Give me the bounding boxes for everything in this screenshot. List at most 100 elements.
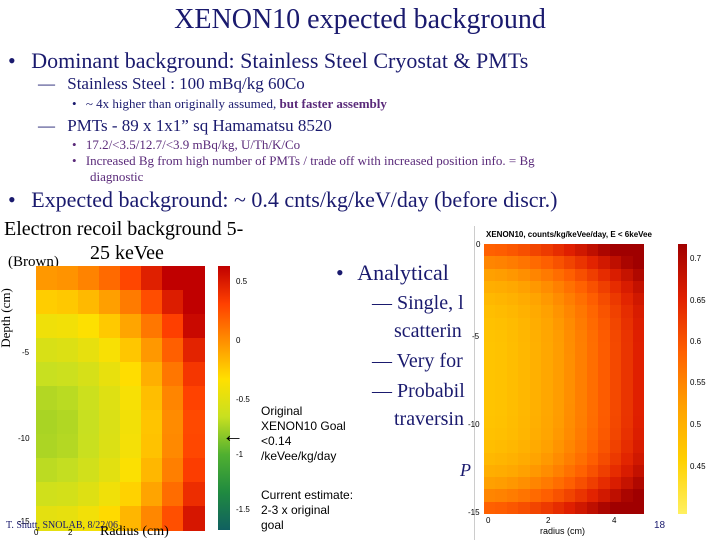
heatmap-cell bbox=[541, 403, 554, 417]
heatmap-cell bbox=[529, 366, 542, 380]
right-bullet-text: Analytical bbox=[357, 260, 449, 285]
bullet-dot: • bbox=[336, 260, 344, 285]
heatmap-cell bbox=[183, 434, 205, 459]
heatmap-cell bbox=[518, 317, 531, 331]
right-colorbar bbox=[678, 244, 687, 514]
page-number: 18 bbox=[654, 520, 666, 531]
right-sub-3-text: Probabil bbox=[397, 380, 465, 402]
right-sub-1: — Single, l bbox=[372, 292, 464, 315]
heatmap-cell bbox=[484, 293, 496, 306]
heatmap-cell bbox=[120, 362, 142, 387]
heatmap-cell bbox=[36, 314, 58, 339]
heatmap-cell bbox=[57, 434, 79, 459]
heatmap-cell bbox=[552, 293, 565, 306]
heatmap-cell bbox=[564, 244, 576, 257]
heatmap-cell bbox=[621, 244, 634, 257]
heatmap-cell bbox=[183, 290, 205, 315]
heatmap-cell bbox=[586, 501, 599, 515]
heatmap-cell bbox=[36, 338, 58, 363]
heatmap-cell bbox=[78, 434, 100, 459]
right-xtick: 2 bbox=[546, 516, 551, 525]
heatmap-cell bbox=[57, 362, 79, 387]
heatmap-cell bbox=[609, 403, 622, 417]
heatmap-cell bbox=[506, 391, 519, 405]
heatmap-cell bbox=[495, 244, 508, 257]
heatmap-cell bbox=[57, 386, 79, 411]
heatmap-cell bbox=[621, 428, 634, 441]
heatmap-cell bbox=[484, 501, 496, 515]
heatmap-cell bbox=[609, 244, 622, 257]
heatmap-cell bbox=[529, 244, 542, 257]
goal-line: Original bbox=[261, 404, 303, 418]
heatmap-cell bbox=[575, 415, 588, 429]
heatmap-cell bbox=[506, 366, 519, 380]
right-cbar-tick: 0.5 bbox=[690, 420, 702, 429]
heatmap-cell bbox=[598, 244, 611, 257]
left-ytick: -5 bbox=[22, 348, 30, 357]
heatmap-cell bbox=[609, 268, 622, 282]
heatmap-cell bbox=[78, 314, 100, 339]
heatmap-cell bbox=[552, 452, 565, 466]
left-cbar-tick: 0 bbox=[236, 336, 241, 345]
right-cbar-tick: 0.45 bbox=[690, 462, 706, 471]
heatmap-cell bbox=[183, 338, 205, 363]
heatmap-cell bbox=[621, 489, 634, 503]
heatmap-cell bbox=[141, 410, 163, 435]
heatmap-cell bbox=[495, 379, 508, 392]
heatmap-cell bbox=[518, 366, 531, 380]
bullet-1-2-2-cont: diagnostic bbox=[90, 169, 144, 184]
left-cbar-tick: -1.5 bbox=[236, 505, 250, 514]
heatmap-cell bbox=[529, 428, 542, 441]
heatmap-cell bbox=[575, 391, 588, 405]
right-bullet: • Analytical bbox=[336, 260, 449, 286]
heatmap-cell bbox=[564, 391, 576, 405]
heatmap-cell bbox=[575, 403, 588, 417]
heatmap-cell bbox=[609, 391, 622, 405]
heatmap-cell bbox=[632, 440, 645, 454]
bullet-1: • Dominant background: Stainless Steel C… bbox=[8, 48, 528, 74]
heatmap-cell bbox=[621, 391, 634, 405]
heatmap-cell bbox=[506, 293, 519, 306]
left-xtick: 2 bbox=[68, 528, 73, 537]
heatmap-cell bbox=[609, 501, 622, 515]
heatmap-cell bbox=[99, 290, 121, 315]
heatmap-cell bbox=[541, 280, 554, 294]
formula: P bbox=[460, 460, 471, 480]
heatmap-cell bbox=[552, 391, 565, 405]
heatmap-cell bbox=[598, 329, 611, 343]
heatmap-cell bbox=[632, 268, 645, 282]
left-cbar-tick: -1 bbox=[236, 450, 244, 459]
bullet-dot: • bbox=[72, 153, 77, 168]
footer-credit: T. Shutt, SNOLAB, 8/22/06 bbox=[6, 520, 119, 531]
heatmap-cell bbox=[484, 379, 496, 392]
heatmap-cell bbox=[621, 268, 634, 282]
heatmap-cell bbox=[541, 354, 554, 368]
heatmap-cell bbox=[552, 268, 565, 282]
heatmap-cell bbox=[518, 415, 531, 429]
heatmap-cell bbox=[141, 362, 163, 387]
heatmap-cell bbox=[529, 501, 542, 515]
heatmap-cell bbox=[529, 268, 542, 282]
heatmap-cell bbox=[609, 464, 622, 478]
heatmap-cell bbox=[99, 314, 121, 339]
heatmap-cell bbox=[36, 362, 58, 387]
heatmap-cell bbox=[598, 268, 611, 282]
heatmap-cell bbox=[552, 329, 565, 343]
heatmap-cell bbox=[495, 366, 508, 380]
heatmap-cell bbox=[609, 342, 622, 355]
heatmap-cell bbox=[541, 391, 554, 405]
heatmap-cell bbox=[529, 464, 542, 478]
heatmap-cell bbox=[609, 256, 622, 270]
heatmap-cell bbox=[621, 342, 634, 355]
heatmap-cell bbox=[564, 452, 576, 466]
heatmap-cell bbox=[598, 354, 611, 368]
heatmap-cell bbox=[632, 379, 645, 392]
heatmap-cell bbox=[484, 391, 496, 405]
heatmap-cell bbox=[57, 338, 79, 363]
heatmap-cell bbox=[495, 477, 508, 490]
heatmap-cell bbox=[57, 266, 79, 291]
heatmap-cell bbox=[506, 305, 519, 319]
heatmap-cell bbox=[506, 428, 519, 441]
heatmap-cell bbox=[529, 256, 542, 270]
heatmap-cell bbox=[57, 290, 79, 315]
